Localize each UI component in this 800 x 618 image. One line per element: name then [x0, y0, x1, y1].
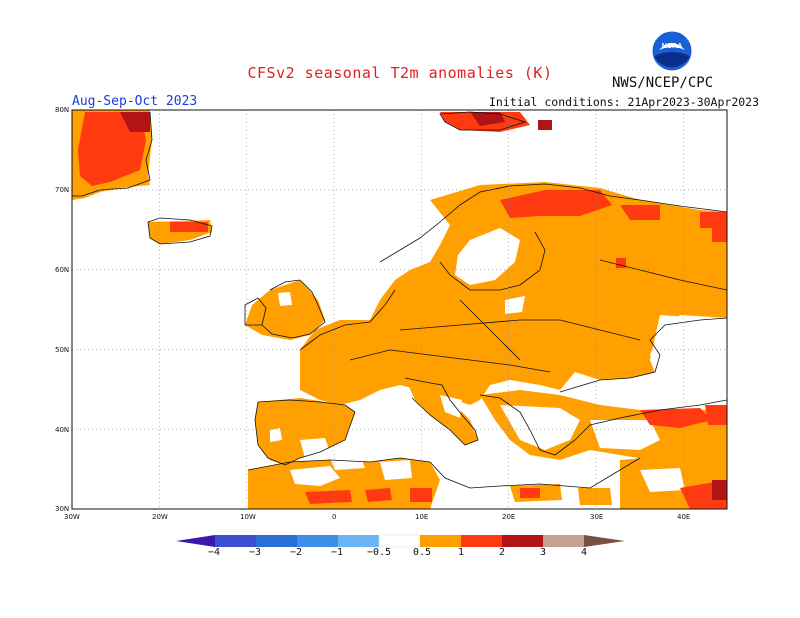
lat-label-80n: 80N — [55, 106, 70, 114]
lon-label-0: 0 — [332, 513, 337, 521]
lon-label-20e: 20E — [502, 513, 516, 521]
noaa-logo-text: NOAA — [662, 43, 683, 50]
colorbar-bin — [543, 535, 584, 547]
map-title: CFSv2 seasonal T2m anomalies (K) — [247, 64, 553, 82]
season-label: Aug-Sep-Oct 2023 — [72, 94, 198, 109]
colorbar-tick: −2 — [290, 547, 303, 558]
colorbar-bin — [502, 535, 543, 547]
colorbar-arrow-right — [584, 535, 625, 547]
anomaly-shading — [72, 110, 727, 509]
lat-label-60n: 60N — [55, 266, 70, 274]
colorbar-arrow-left — [176, 535, 215, 547]
lat-label-70n: 70N — [55, 186, 70, 194]
lat-label-30n: 30N — [55, 505, 70, 513]
colorbar-bin — [256, 535, 297, 547]
lon-label-30e: 30E — [590, 513, 604, 521]
graticule — [72, 110, 727, 509]
lon-label-10e: 10E — [415, 513, 429, 521]
colorbar-bin — [338, 535, 379, 547]
lon-label-40e: 40E — [677, 513, 691, 521]
agency-label: NWS/NCEP/CPC — [612, 75, 714, 91]
colorbar-bin — [461, 535, 502, 547]
colorbar-bin — [378, 534, 421, 548]
lat-label-50n: 50N — [55, 346, 70, 354]
colorbar-bin — [297, 535, 338, 547]
colorbar-tick: −3 — [249, 547, 262, 558]
colorbar-tick: 1 — [458, 547, 465, 558]
noaa-logo: NOAA — [651, 30, 693, 72]
colorbar-tick: −0.5 — [367, 547, 392, 558]
colorbar-bin — [420, 535, 461, 547]
colorbar-tick: 3 — [540, 547, 547, 558]
lon-label-10w: 10W — [240, 513, 256, 521]
colorbar-tick: −4 — [208, 547, 221, 558]
colorbar-bin — [215, 535, 256, 547]
colorbar-tick: 4 — [581, 547, 588, 558]
colorbar-tick: 0.5 — [413, 547, 432, 558]
coastlines — [72, 111, 727, 489]
colorbar-tick: −1 — [331, 547, 344, 558]
lon-label-20w: 20W — [152, 513, 168, 521]
map-frame — [71, 109, 728, 510]
lat-label-40n: 40N — [55, 426, 70, 434]
initial-conditions-label: Initial conditions: 21Apr2023-30Apr2023 — [489, 95, 760, 109]
colorbar-tick: 2 — [499, 547, 506, 558]
lon-label-30w: 30W — [64, 513, 80, 521]
